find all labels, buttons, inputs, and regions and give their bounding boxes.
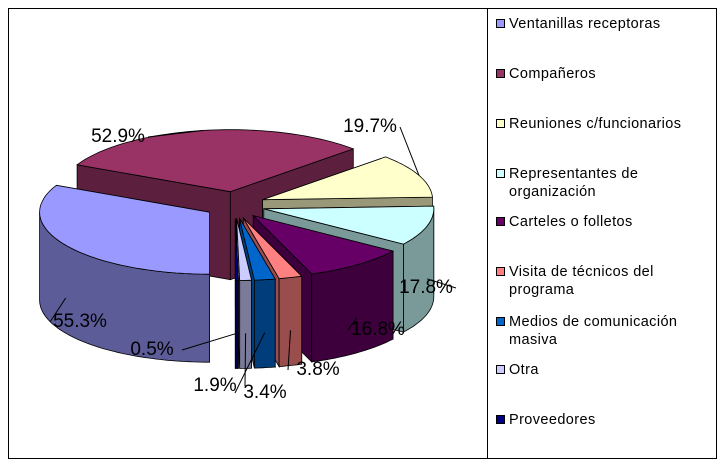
- legend-swatch: [496, 169, 505, 178]
- leader-line: [244, 333, 247, 387]
- legend-label: Representantes de organización: [509, 166, 639, 200]
- legend-label: Visita de técnicos del programa: [509, 264, 654, 298]
- slice: [234, 218, 239, 281]
- legend: Ventanillas receptoras Compañeros Reunione…: [487, 9, 716, 458]
- leader-line: [49, 297, 67, 323]
- slice-wall: [278, 275, 303, 368]
- legend-label: Medios de comunicación masiva: [509, 314, 678, 348]
- slice: [263, 205, 435, 245]
- data-label: 19.7%: [343, 116, 397, 137]
- legend-label: Ventanillas receptoras: [509, 16, 661, 32]
- legend-swatch: [496, 267, 505, 276]
- data-label: 55.3%: [53, 311, 107, 332]
- legend-swatch: [496, 317, 505, 326]
- legend-label: Reuniones c/funcionarios: [509, 116, 682, 132]
- slice: [251, 214, 395, 275]
- legend-label: Otra: [509, 362, 539, 378]
- legend-label: Compañeros: [509, 66, 597, 82]
- data-label: 1.9%: [193, 375, 236, 396]
- legend-swatch: [496, 415, 505, 424]
- leader-line: [426, 278, 457, 289]
- leader-line: [347, 317, 358, 331]
- leader-line: [181, 332, 237, 351]
- legend-swatch: [496, 69, 505, 78]
- slice: [39, 184, 210, 275]
- leader-line: [147, 129, 204, 138]
- leader-line: [287, 330, 291, 371]
- legend-swatch: [496, 119, 505, 128]
- legend-swatch: [496, 19, 505, 28]
- slice-wall: [234, 280, 239, 369]
- data-label: 16.8%: [351, 319, 405, 340]
- data-label: 3.8%: [296, 359, 339, 380]
- legend-swatch: [496, 365, 505, 374]
- legend-label: Proveedores: [509, 412, 596, 428]
- leader-line: [234, 332, 266, 394]
- slice: [239, 218, 276, 281]
- slice: [236, 218, 253, 281]
- leader-line: [399, 126, 420, 176]
- data-label: 17.8%: [399, 277, 453, 298]
- slice-wall: [254, 278, 276, 369]
- data-label: 0.5%: [130, 339, 173, 360]
- slice: [242, 217, 303, 280]
- legend-swatch: [496, 217, 505, 226]
- data-label: 52.9%: [91, 126, 145, 147]
- legend-label: Carteles o folletos: [509, 214, 633, 230]
- data-label: 3.4%: [243, 382, 286, 403]
